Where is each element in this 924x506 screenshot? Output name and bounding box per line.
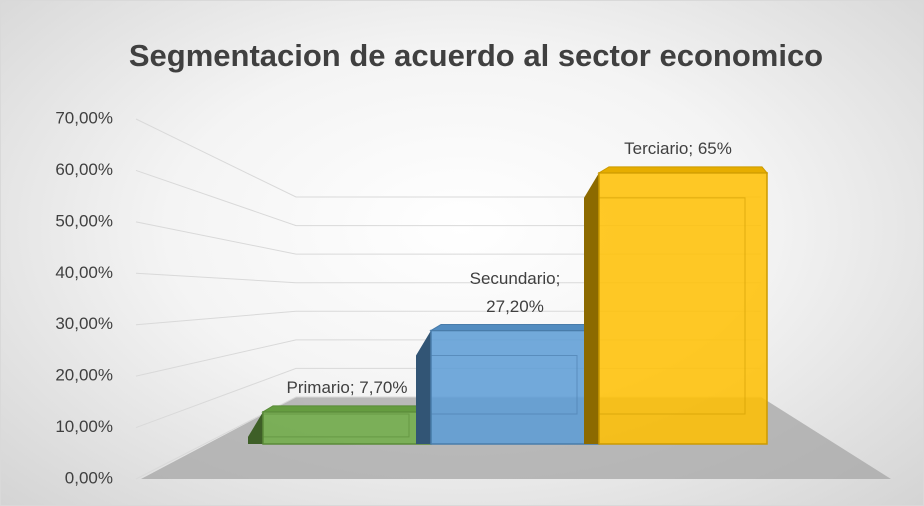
data-label: Primario; 7,70%: [286, 377, 408, 397]
y-tick-label: 40,00%: [55, 263, 113, 282]
bar-side: [248, 411, 263, 444]
y-tick-label: 10,00%: [55, 417, 113, 436]
chart-title: Segmentacion de acuerdo al sector econom…: [129, 38, 823, 73]
bar-top: [429, 324, 601, 332]
bar-top: [597, 166, 769, 174]
bar-back-edge: [431, 355, 578, 415]
data-label: Terciario; 65%: [624, 138, 732, 158]
bar-top: [261, 405, 433, 413]
y-tick-label: 70,00%: [55, 108, 113, 127]
data-label: Secundario; 27,20%: [469, 268, 561, 316]
bar-side: [416, 330, 431, 444]
bar-side: [584, 172, 599, 444]
bar: [598, 172, 768, 445]
y-tick-label: 20,00%: [55, 366, 113, 385]
bar-back-edge: [263, 413, 410, 438]
y-tick-label: 30,00%: [55, 314, 113, 333]
bar: [430, 329, 600, 445]
y-tick-label: 60,00%: [55, 160, 113, 179]
bar: [262, 411, 432, 445]
bar-back-edge: [599, 197, 746, 415]
y-tick-label: 50,00%: [55, 211, 113, 230]
y-tick-label: 0,00%: [65, 468, 113, 487]
